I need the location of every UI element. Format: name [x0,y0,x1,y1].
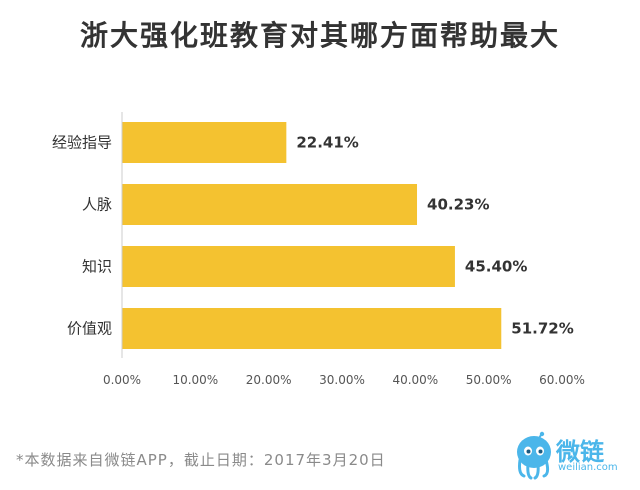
brand-url: weilian.com [558,462,618,473]
x-tick-label-5: 40.00% [392,373,438,387]
category-label-3: 知识 [82,258,112,276]
bar-chart: 经验指导 22.41% 人脉 40.23% 知识 45.40% 价值观 51.72% 0.00… [52,112,585,387]
brand-name: 微链 [556,438,604,466]
value-label-2: 40.23% [427,196,489,214]
bar-3 [122,246,455,287]
chart-title: 浙大强化班教育对其哪方面帮助最大 [79,19,560,52]
bar-4 [122,308,502,349]
brand-logo: 微链 weilian.com [512,430,632,480]
data-source-footnote: *本数据来自微链APP，截止日期：2017年3月20日 [16,451,386,469]
x-tick-label-4: 30.00% [319,373,365,387]
category-label-4: 价值观 [67,320,112,338]
value-label-3: 45.40% [465,258,527,276]
bar-1 [122,122,287,163]
value-label-4: 51.72% [511,320,573,338]
mascot-icon [517,431,551,480]
value-label-1: 22.41% [296,134,358,152]
x-tick-label-6: 50.00% [466,373,512,387]
x-tick-label-7: 60.00% [539,373,585,387]
bar-2 [122,184,418,225]
x-tick-label-3: 20.00% [246,373,292,387]
x-tick-label-1: 0.00% [103,373,141,387]
category-label-1: 经验指导 [52,134,112,152]
category-label-2: 人脉 [82,196,112,214]
x-tick-label-2: 10.00% [172,373,218,387]
